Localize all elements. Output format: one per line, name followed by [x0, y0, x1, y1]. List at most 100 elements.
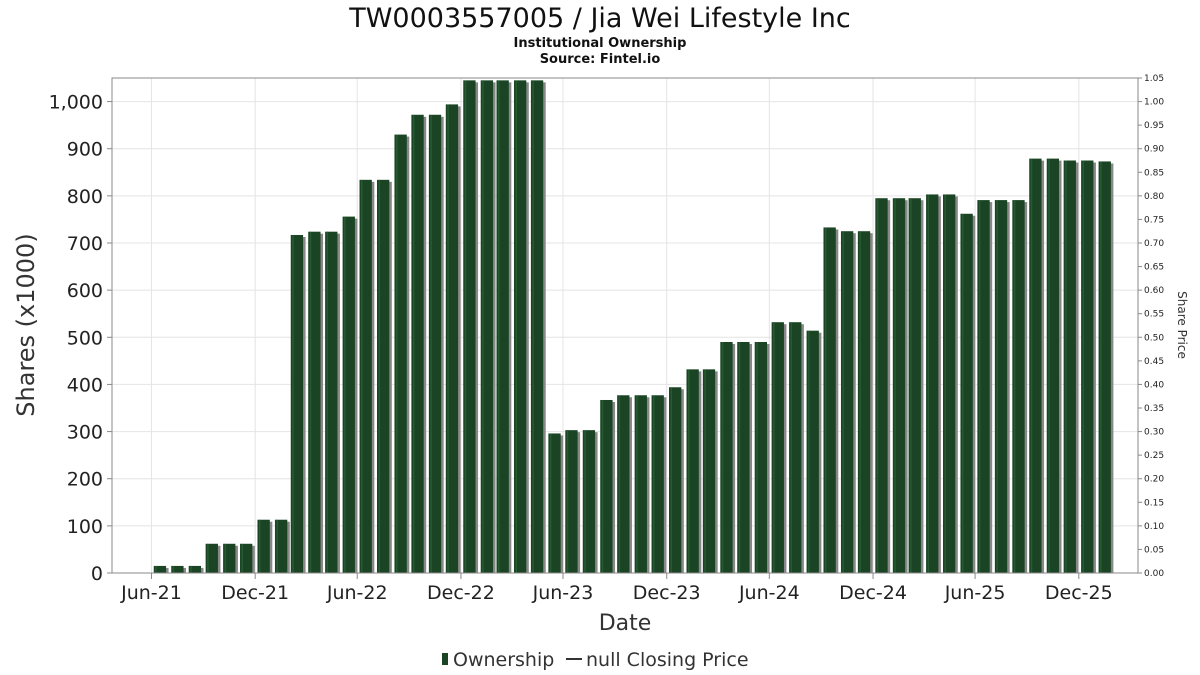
y-tick-label: 700 [67, 233, 103, 255]
bar [513, 80, 529, 573]
bar [617, 395, 632, 573]
bar-highlight [566, 430, 569, 573]
bar-body [582, 430, 596, 573]
x-tick-label: Dec-24 [839, 582, 907, 604]
y2-tick-label: 0.35 [1144, 404, 1164, 414]
bar-highlight [155, 565, 157, 573]
bar-highlight [1048, 158, 1050, 573]
bar [1081, 160, 1096, 573]
bar-body [908, 198, 921, 573]
bar-highlight [961, 213, 964, 573]
bar-body [669, 387, 682, 573]
bar [892, 198, 908, 573]
y2-tick-label: 0.15 [1144, 498, 1164, 508]
bar-body [463, 80, 476, 573]
bar-highlight [1030, 158, 1033, 573]
x-tick-label: Jun-24 [738, 582, 800, 604]
bar-highlight [910, 198, 912, 573]
bar-body [548, 433, 561, 573]
bar-body [1098, 161, 1111, 573]
bar-body [565, 430, 578, 573]
x-tick-label: Dec-23 [633, 582, 701, 604]
y-tick-label: 500 [67, 327, 103, 349]
plot-frame [111, 77, 1139, 574]
bar-body [308, 231, 321, 573]
bar [223, 543, 238, 573]
bar-highlight [721, 342, 724, 573]
y-axis-right: 0.00 0.05 0.10 0.15 0.20 0.25 0.30 0.35 0.40 0.45… [1138, 74, 1164, 579]
x-axis-title: Date [599, 611, 652, 636]
x-tick-label: Jun-25 [944, 582, 1006, 604]
bar [651, 395, 667, 573]
y-tick-label: 800 [67, 186, 103, 208]
bar-body [942, 194, 956, 573]
y2-tick-label: 0.65 [1144, 263, 1164, 273]
bar-body [600, 399, 613, 573]
bar-highlight [1065, 160, 1067, 573]
bar-body [686, 369, 699, 573]
bar-highlight [876, 198, 879, 573]
bar [737, 342, 753, 573]
bar-highlight [601, 399, 604, 573]
bar-body [171, 565, 184, 573]
bar-highlight [927, 194, 930, 573]
bar-body [377, 179, 390, 574]
bar-body [257, 519, 270, 573]
bar-highlight [653, 395, 655, 573]
bar-body [806, 330, 819, 573]
bar [411, 114, 427, 574]
bar [290, 234, 306, 573]
bar-body [359, 179, 372, 574]
bar [582, 430, 598, 573]
bar [840, 231, 856, 573]
bar-highlight [1100, 161, 1102, 573]
bar [686, 369, 702, 573]
legend: Ownership null Closing Price [442, 649, 749, 671]
bar-body [1063, 160, 1076, 573]
bar-highlight [978, 200, 981, 573]
bar-body [857, 231, 871, 573]
bar-highlight [326, 231, 329, 573]
bar-highlight [344, 216, 346, 573]
bar [428, 114, 444, 574]
bar-highlight [395, 134, 398, 574]
bar [565, 430, 581, 573]
bar-body [789, 322, 802, 573]
y-tick-label: 0 [91, 563, 103, 585]
bar-body [480, 80, 494, 573]
y-tick-label: 200 [67, 469, 103, 491]
bar-highlight [309, 231, 312, 573]
bar [823, 227, 839, 573]
bar-highlight [636, 395, 638, 573]
bar [171, 565, 187, 573]
bar-highlight [258, 519, 261, 573]
bar-body [496, 80, 509, 573]
bar-body [875, 198, 888, 573]
bar-body [530, 80, 544, 573]
bar [308, 231, 324, 573]
legend-ownership-label: Ownership [453, 649, 554, 671]
legend-price-label: null Closing Price [586, 649, 749, 671]
bar-body [411, 114, 424, 574]
bar-body [754, 342, 768, 573]
y2-tick-label: 0.25 [1144, 451, 1164, 461]
bar-highlight [482, 80, 484, 573]
bar-highlight [430, 114, 432, 574]
y-axis-title: Shares (x1000) [12, 233, 40, 416]
bar-body [428, 114, 442, 574]
bar [257, 519, 273, 573]
x-tick-label: Jun-23 [532, 582, 594, 604]
bar [342, 216, 358, 573]
bar-body [840, 231, 854, 573]
bar [188, 565, 204, 573]
y2-tick-label: 1.05 [1144, 74, 1164, 84]
bar-body [960, 213, 973, 573]
bar-body [651, 395, 664, 573]
bars-layer [153, 80, 1114, 574]
bar [1029, 158, 1045, 573]
bar-body [823, 227, 836, 573]
y-tick-label: 100 [67, 516, 103, 538]
bar-highlight [276, 519, 278, 573]
bar-highlight [738, 342, 741, 573]
